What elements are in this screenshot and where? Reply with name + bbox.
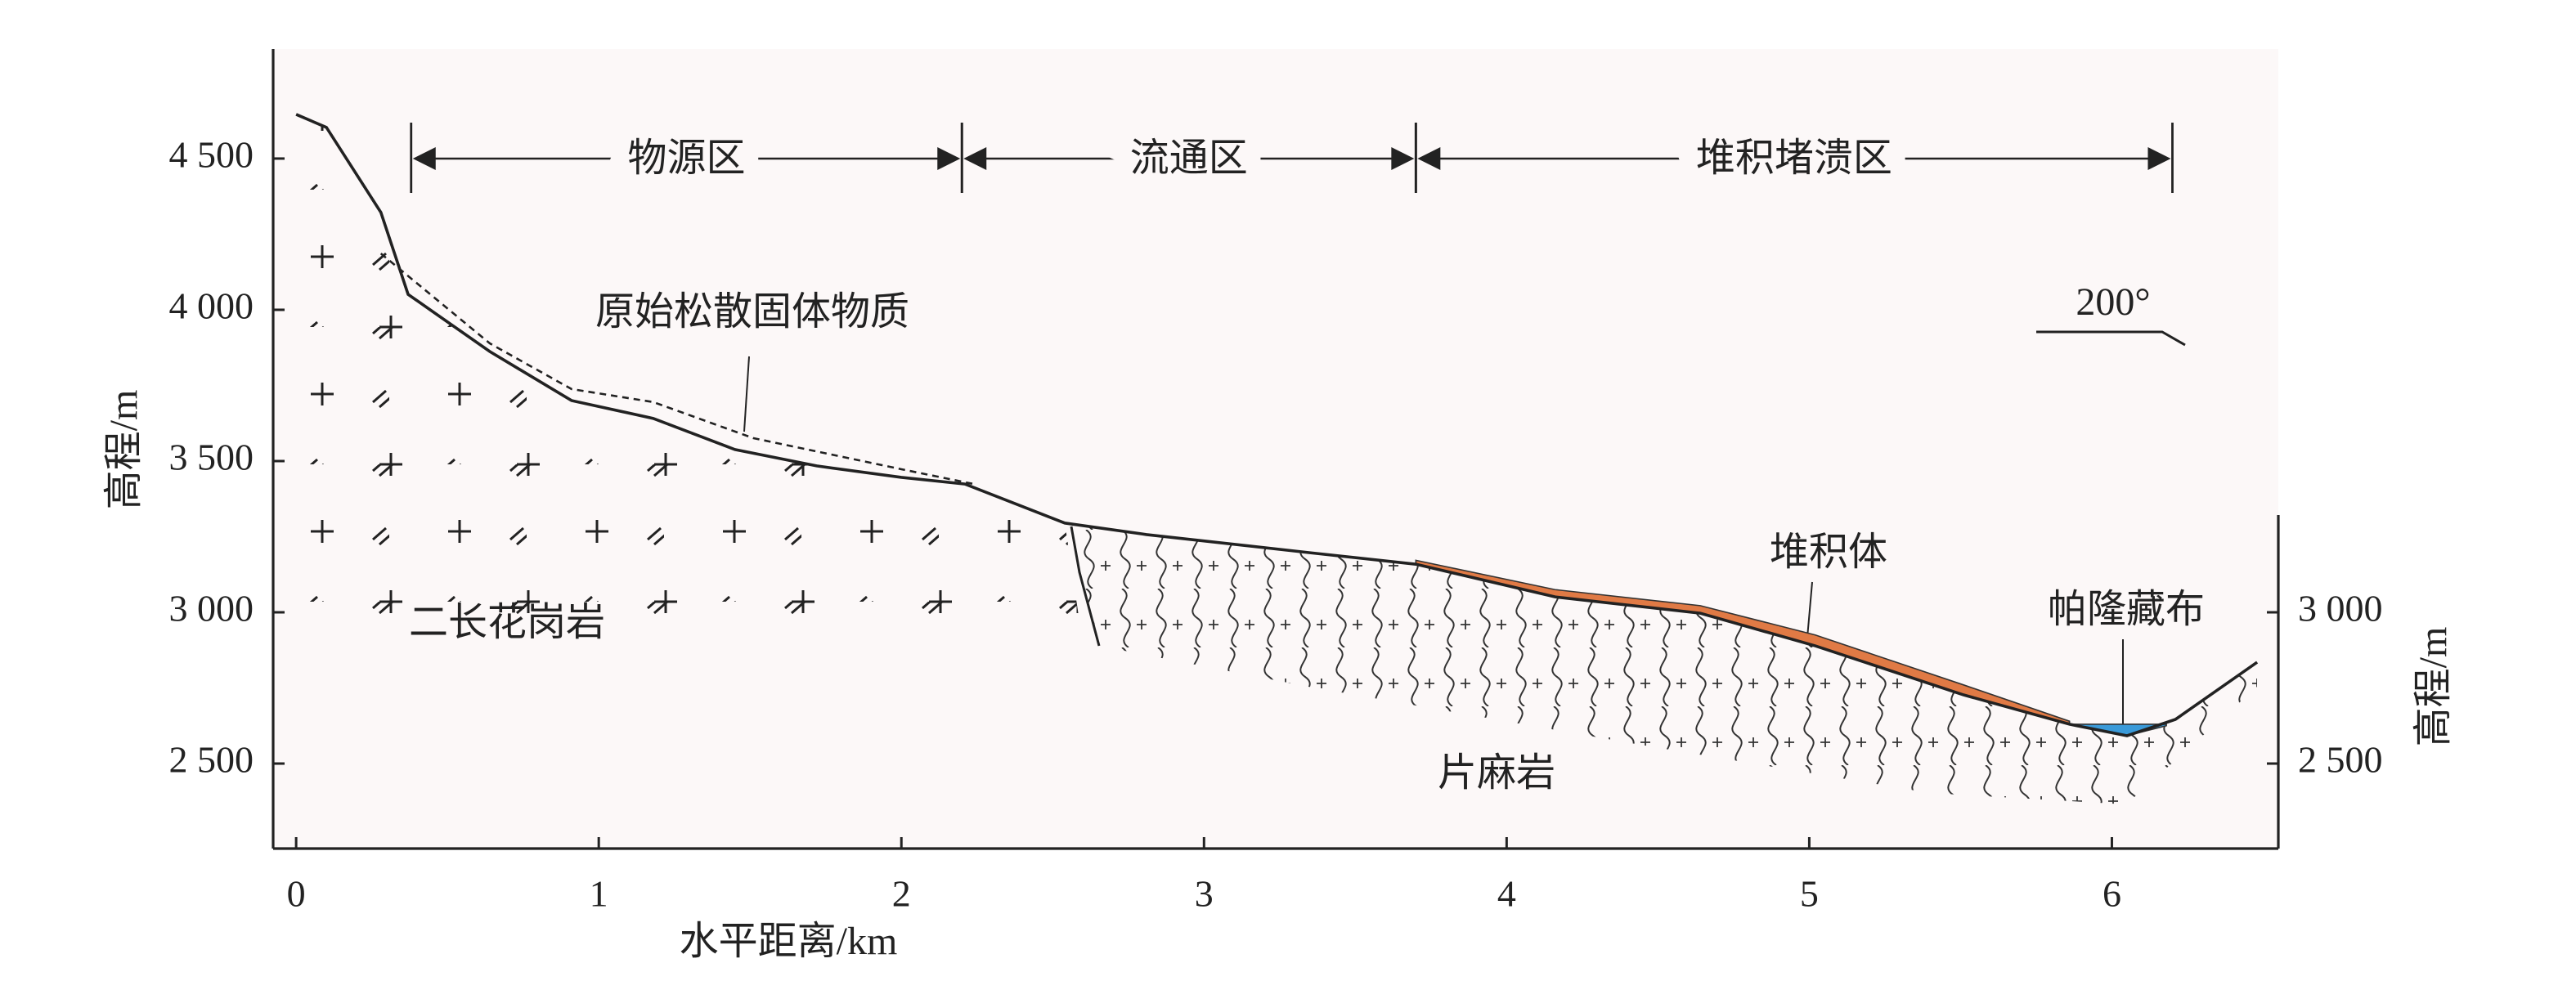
x-tick-label: 0 bbox=[287, 873, 306, 915]
granite-region bbox=[296, 114, 1079, 621]
granite-label: 二长花岗岩 bbox=[409, 601, 605, 644]
y-tick-label: 4 000 bbox=[169, 285, 254, 327]
x-tick-label: 5 bbox=[1800, 873, 1819, 915]
arrowhead bbox=[963, 147, 987, 170]
x-tick-label: 2 bbox=[892, 873, 911, 915]
y2-tick-label: 2 500 bbox=[2298, 739, 2383, 781]
y-tick-label: 3 500 bbox=[169, 437, 254, 478]
zone-label: 物源区 bbox=[627, 137, 745, 180]
x-tick-label: 6 bbox=[2103, 873, 2121, 915]
arrowhead bbox=[2147, 147, 2171, 170]
y-tick-label: 3 000 bbox=[169, 588, 254, 629]
y2-axis-label: 高程/m bbox=[2412, 627, 2455, 747]
leader-line bbox=[1806, 581, 1813, 638]
orientation-label: 200° bbox=[2076, 280, 2150, 324]
x-tick-label: 1 bbox=[590, 873, 608, 915]
arrowhead bbox=[412, 147, 436, 170]
deposit-label: 堆积体 bbox=[1770, 531, 1887, 574]
orientation-symbol bbox=[2036, 330, 2186, 347]
arrowhead bbox=[1417, 147, 1441, 170]
original-surface-line bbox=[379, 253, 975, 486]
zone-label: 堆积堵溃区 bbox=[1696, 137, 1892, 180]
river-label: 帕隆藏布 bbox=[2048, 588, 2205, 631]
loose-material-label: 原始松散固体物质 bbox=[595, 290, 909, 334]
x-tick-label: 3 bbox=[1195, 873, 1214, 915]
gneiss-label: 片麻岩 bbox=[1438, 751, 1555, 795]
arrowhead bbox=[1391, 147, 1415, 170]
rock-regions bbox=[296, 114, 2258, 804]
leader-line bbox=[743, 356, 750, 432]
y-tick-label: 2 500 bbox=[169, 739, 254, 781]
y-tick-label: 4 500 bbox=[169, 134, 254, 176]
gneiss-region bbox=[1065, 522, 2258, 804]
arrowhead bbox=[937, 147, 961, 170]
y-axis-label: 高程/m bbox=[102, 390, 146, 510]
zone-label: 流通区 bbox=[1130, 137, 1248, 180]
x-axis-label: 水平距离/km bbox=[680, 920, 898, 963]
contact-line bbox=[1070, 526, 1101, 647]
ground-surface-line bbox=[295, 113, 2259, 737]
x-tick-label: 4 bbox=[1497, 873, 1516, 915]
y2-tick-label: 3 000 bbox=[2298, 588, 2383, 629]
